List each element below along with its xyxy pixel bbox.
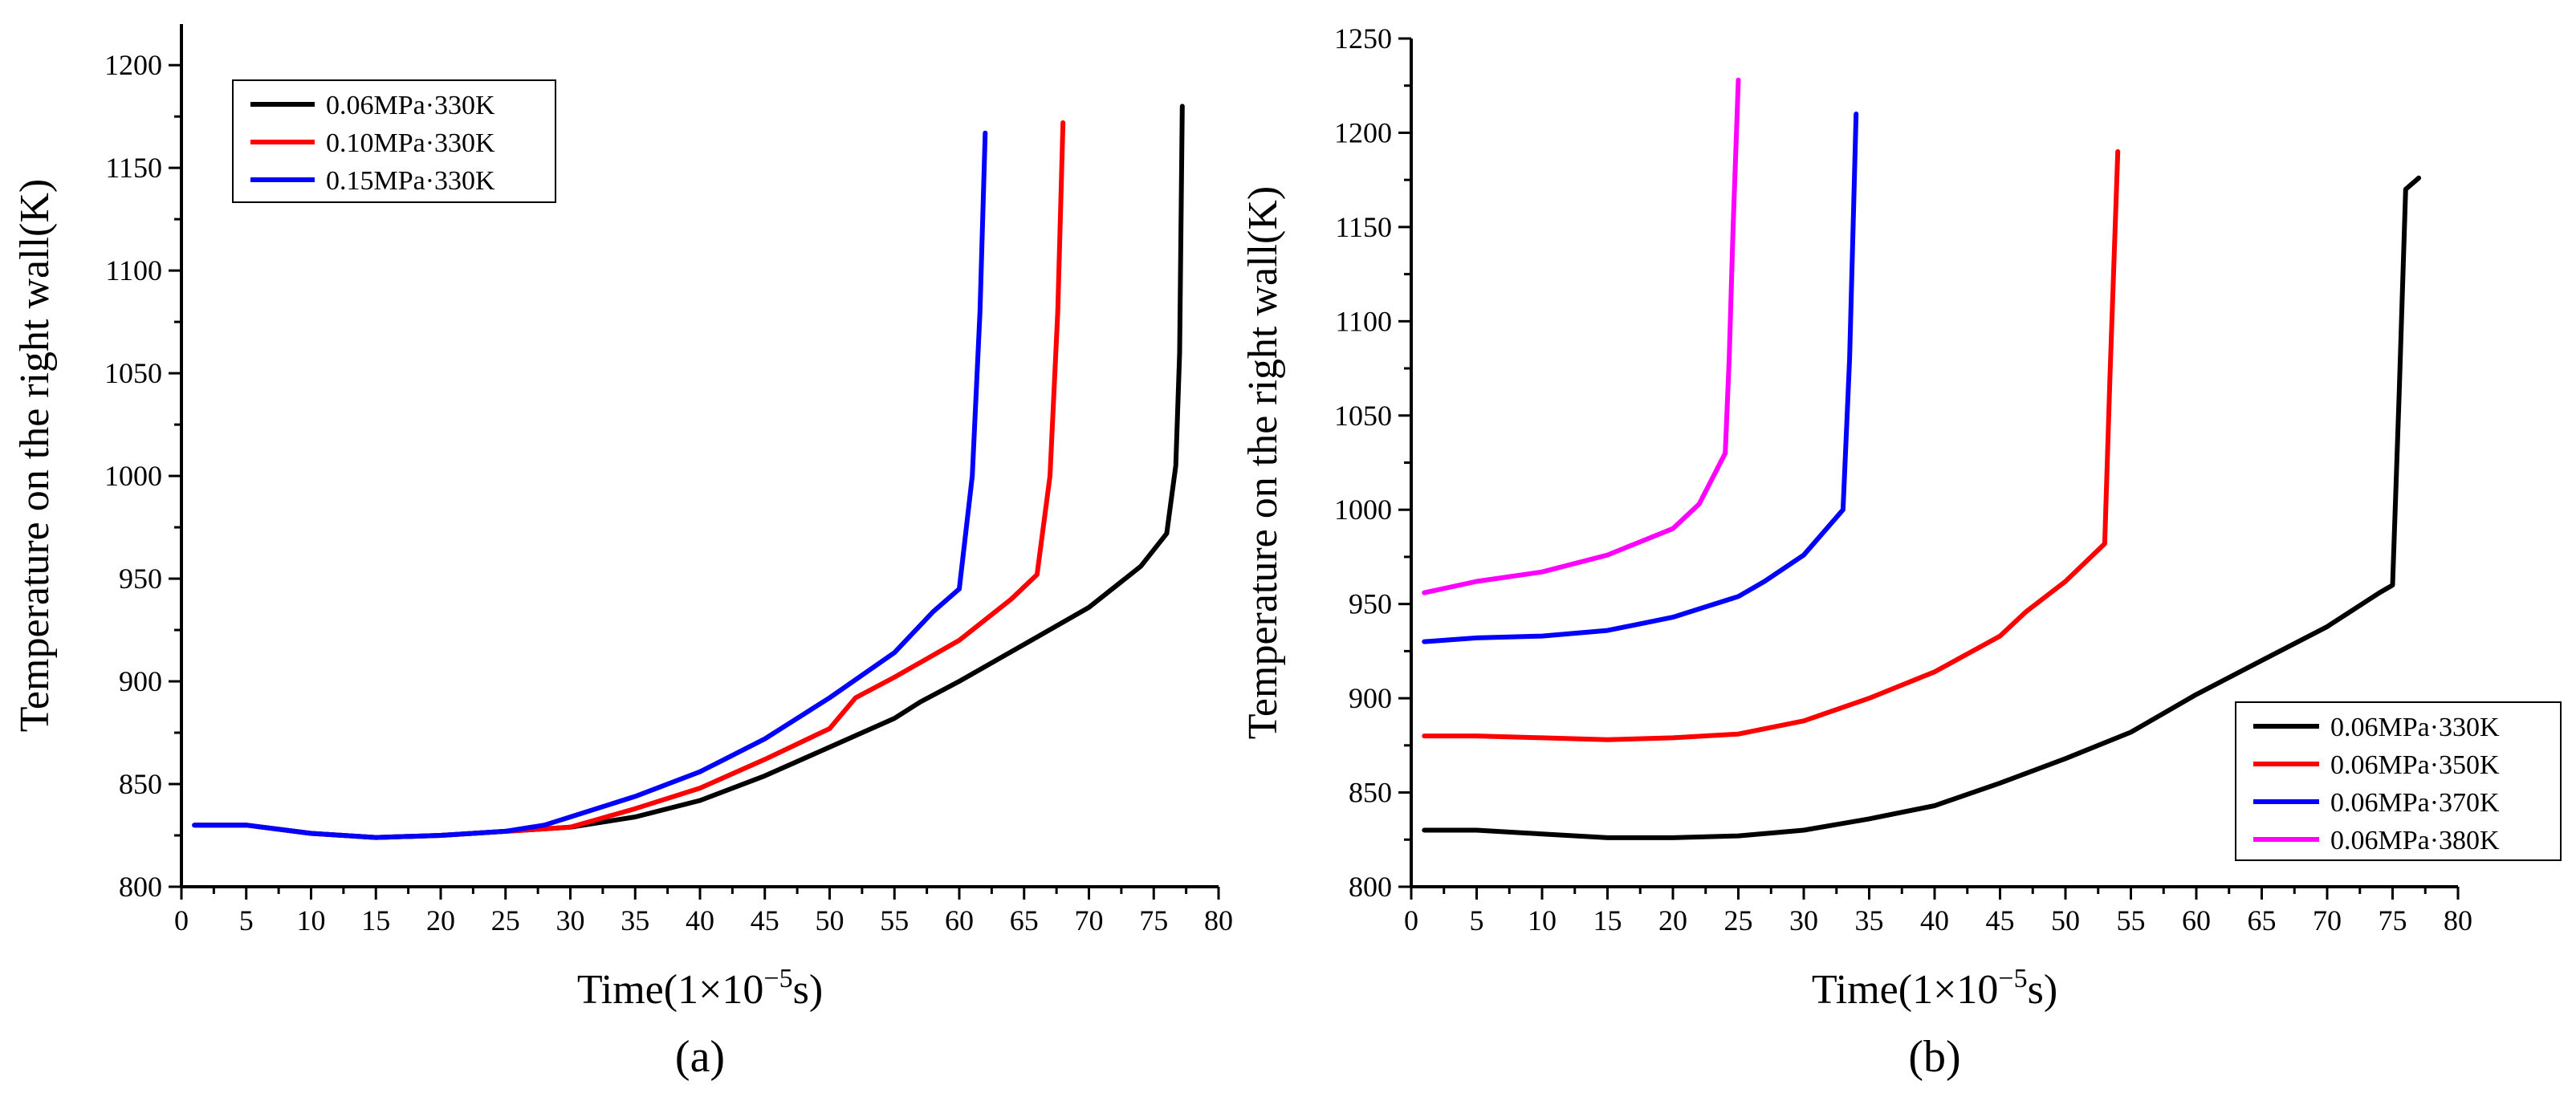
- x-tick-label: 25: [1724, 904, 1753, 937]
- x-tick-label: 35: [621, 904, 649, 937]
- y-tick-label: 950: [1349, 588, 1392, 620]
- y-tick-label: 1050: [1334, 400, 1392, 432]
- x-tick-label: 55: [2117, 904, 2146, 937]
- x-tick-label: 40: [1920, 904, 1949, 937]
- x-tick-label: 45: [1986, 904, 2015, 937]
- legend-label: 0.15MPa·330K: [326, 166, 495, 196]
- y-tick-label: 800: [1349, 871, 1392, 903]
- x-tick-label: 10: [297, 904, 326, 937]
- x-tick-label: 0: [174, 904, 189, 937]
- x-axis-title-exponent: −5: [1998, 964, 2027, 993]
- y-tick-label: 800: [119, 871, 162, 903]
- x-tick-label: 65: [1010, 904, 1039, 937]
- y-tick-label: 1200: [104, 49, 162, 81]
- legend-label: 0.06MPa·330K: [326, 91, 495, 120]
- x-tick-label: 5: [239, 904, 254, 937]
- y-tick-label: 850: [119, 768, 162, 800]
- x-tick-label: 35: [1855, 904, 1884, 937]
- legend-label: 0.06MPa·350K: [2330, 750, 2500, 780]
- legend-label: 0.06MPa·330K: [2330, 713, 2500, 742]
- chart-panel-b: 0 5 10 15 20 25 30 35 40 45 50 55 60 65 70 75 80 800 850 90…: [1240, 22, 2562, 1082]
- panel-label: (a): [675, 1032, 725, 1082]
- legend-label: 0.06MPa·370K: [2330, 788, 2500, 818]
- x-tick-label: 30: [556, 904, 585, 937]
- x-tick-label: 75: [1139, 904, 1168, 937]
- x-axis-title: Time(1×10−5s): [577, 964, 823, 1013]
- x-tick-label: 5: [1470, 904, 1484, 937]
- legend-label: 0.10MPa·330K: [326, 128, 495, 158]
- x-tick-label: 30: [1789, 904, 1818, 937]
- series-line: [192, 130, 988, 840]
- x-tick-label: 60: [945, 904, 974, 937]
- x-tick-label: 50: [2051, 904, 2080, 937]
- y-axis-title: Temperature on the right wall(K): [12, 179, 58, 732]
- x-tick-label: 40: [686, 904, 714, 937]
- x-axis-title-unit: s): [793, 967, 824, 1013]
- x-tick-label: 70: [2313, 904, 2342, 937]
- x-tick-label: 15: [361, 904, 390, 937]
- x-tick-label: 50: [816, 904, 844, 937]
- x-tick-label: 80: [1204, 904, 1233, 937]
- y-tick-label: 1150: [1335, 211, 1392, 243]
- y-tick-label: 850: [1349, 777, 1392, 809]
- x-axis-title-unit: s): [2028, 967, 2058, 1013]
- y-tick-label: 1200: [1334, 116, 1392, 148]
- y-tick-label: 1100: [105, 254, 162, 286]
- series-line: [1422, 77, 1741, 595]
- x-tick-label: 65: [2248, 904, 2277, 937]
- series-line: [1422, 175, 2422, 840]
- y-tick-label: 1250: [1334, 22, 1392, 55]
- series-line: [1422, 148, 2121, 742]
- x-tick-label: 15: [1593, 904, 1622, 937]
- x-tick-label: 75: [2379, 904, 2407, 937]
- x-tick-label: 20: [426, 904, 455, 937]
- legend: 0.06MPa·330K 0.06MPa·350K 0.06MPa·370K 0.06…: [2235, 701, 2562, 861]
- y-tick-label: 1000: [1334, 494, 1392, 526]
- y-tick-label: 1050: [104, 357, 162, 389]
- x-tick-label: 60: [2182, 904, 2211, 937]
- y-tick-label: 900: [1349, 682, 1392, 714]
- x-tick-label: 45: [751, 904, 779, 937]
- x-tick-label: 55: [880, 904, 909, 937]
- chart-panel-a: 0 5 10 15 20 25 30 35 40 45 50 55 60 65 70 75 80 800 850 90…: [12, 24, 1233, 1082]
- x-tick-label: 25: [491, 904, 520, 937]
- x-tick-label: 0: [1404, 904, 1418, 937]
- y-tick-label: 950: [119, 563, 162, 595]
- legend: 0.06MPa·330K 0.10MPa·330K 0.15MPa·330K: [232, 79, 556, 203]
- x-axis-title-base: Time(1×10: [1812, 967, 1999, 1013]
- y-tick-label: 1150: [105, 152, 162, 184]
- x-tick-label: 80: [2444, 904, 2472, 937]
- y-tick-label: 900: [119, 665, 162, 697]
- series-line: [192, 120, 1066, 840]
- series-line: [192, 104, 1185, 840]
- x-tick-label: 70: [1075, 904, 1104, 937]
- x-axis-title-exponent: −5: [763, 964, 792, 993]
- legend-label: 0.06MPa·380K: [2330, 826, 2500, 855]
- y-axis-title: Temperature on the right wall(K): [1240, 186, 1286, 739]
- y-tick-label: 1100: [1335, 305, 1392, 337]
- x-tick-label: 20: [1658, 904, 1687, 937]
- x-tick-label: 10: [1528, 904, 1557, 937]
- y-tick-label: 1000: [104, 460, 162, 492]
- panel-label: (b): [1908, 1032, 1960, 1082]
- x-axis-title: Time(1×10−5s): [1812, 964, 2057, 1013]
- series-line: [1422, 112, 1859, 644]
- x-axis-title-base: Time(1×10: [577, 967, 764, 1013]
